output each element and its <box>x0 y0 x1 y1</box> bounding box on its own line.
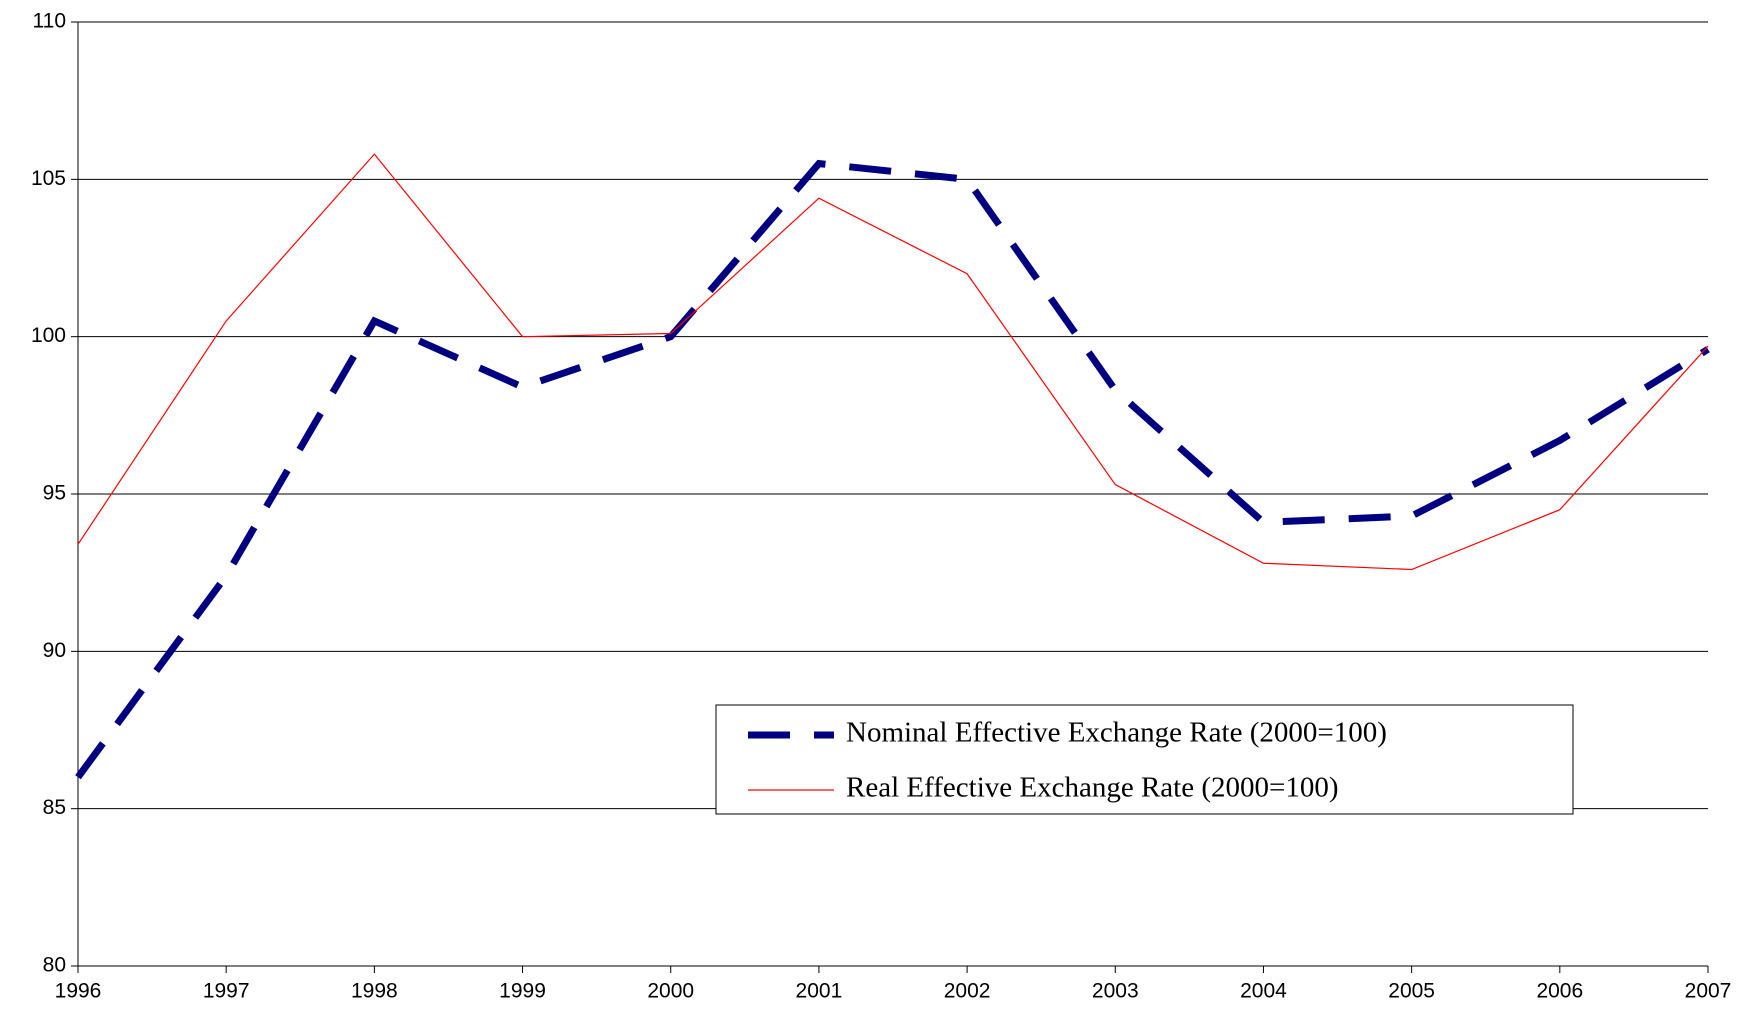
y-tick-label: 90 <box>43 639 66 662</box>
legend-label: Nominal Effective Exchange Rate (2000=10… <box>846 717 1387 749</box>
x-tick-label: 2003 <box>1092 980 1139 1003</box>
x-tick-label: 1997 <box>203 980 250 1003</box>
y-tick-label: 100 <box>31 324 66 347</box>
x-tick-label: 2007 <box>1685 980 1732 1003</box>
x-tick-label: 2005 <box>1388 980 1435 1003</box>
x-tick-label: 2006 <box>1536 980 1583 1003</box>
x-tick-label: 2001 <box>796 980 843 1003</box>
legend-box <box>715 704 1574 815</box>
y-tick-label: 110 <box>33 10 66 33</box>
legend: Nominal Effective Exchange Rate (2000=10… <box>715 704 1574 815</box>
legend-label: Real Effective Exchange Rate (2000=100) <box>846 772 1339 804</box>
x-tick-label: 1999 <box>499 980 546 1003</box>
series-line <box>75 159 1710 780</box>
y-tick-label: 95 <box>43 482 66 505</box>
x-tick-label: 2004 <box>1240 980 1287 1003</box>
x-tick-label: 2000 <box>647 980 694 1003</box>
x-tick-label: 1996 <box>55 980 102 1003</box>
series-line <box>77 153 1709 571</box>
y-tick-label: 80 <box>43 954 66 977</box>
y-tick-label: 105 <box>31 167 66 190</box>
x-tick-label: 1998 <box>351 980 398 1003</box>
y-tick-label: 85 <box>43 796 66 819</box>
x-tick-label: 2002 <box>944 980 991 1003</box>
